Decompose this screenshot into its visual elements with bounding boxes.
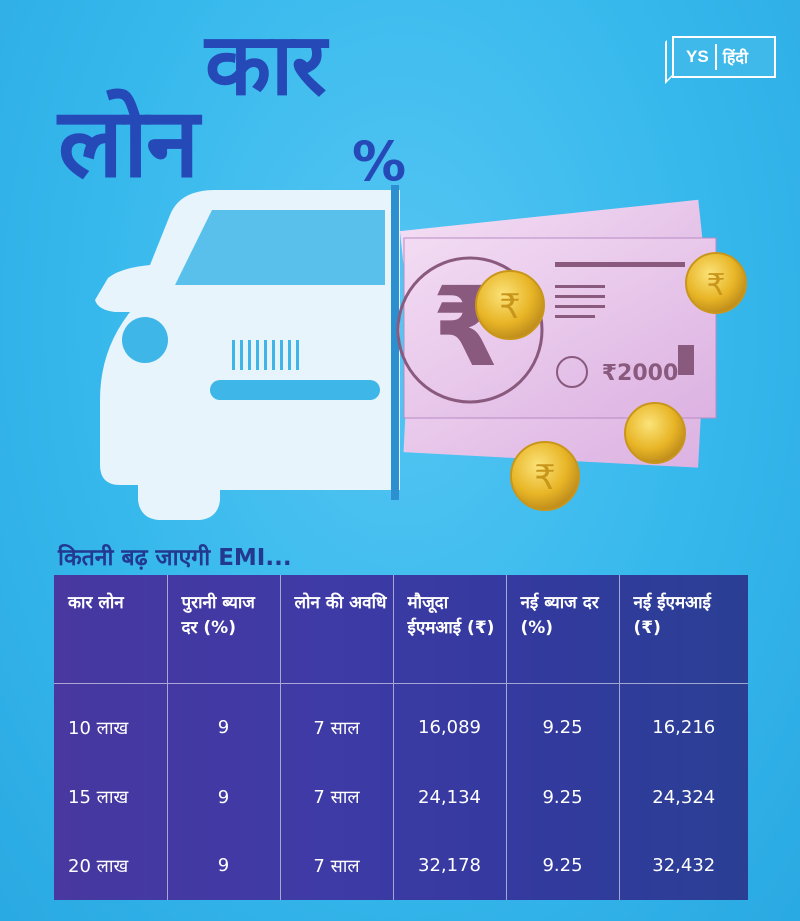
title-line1: कार xyxy=(205,15,326,115)
header-new-rate: नई ब्याज दर (%) xyxy=(505,575,619,683)
cell-loan: 10 लाख xyxy=(68,717,129,739)
coin-icon: ₹ xyxy=(510,441,580,511)
coin-icon: ₹ xyxy=(475,270,545,340)
table-row: 20 लाख 9 7 साल 32,178 9.25 32,432 xyxy=(54,831,748,900)
cell-tenure: 7 साल xyxy=(279,763,393,832)
cell-loan: 20 लाख xyxy=(68,855,129,877)
brand-logo: YS हिंदी xyxy=(672,36,776,78)
table-row: 15 लाख 9 7 साल 24,134 9.25 24,324 xyxy=(54,763,748,832)
cell-loan: 15 लाख xyxy=(68,787,129,809)
header-tenure: लोन की अवधि xyxy=(279,575,393,683)
cell-current-emi: 32,178 xyxy=(392,831,506,900)
subtitle: कितनी बढ़ जाएगी EMI... xyxy=(58,545,292,571)
svg-text:₹: ₹ xyxy=(499,287,521,327)
cell-new-emi: 16,216 xyxy=(618,683,748,764)
logo-ys: YS xyxy=(686,47,709,66)
logo-divider xyxy=(714,44,717,70)
cell-new-emi: 24,324 xyxy=(618,763,748,832)
cell-old-rate: 9 xyxy=(166,831,280,900)
svg-text:₹: ₹ xyxy=(534,458,556,498)
header-old-rate: पुरानी ब्याज दर (%) xyxy=(166,575,280,683)
emi-table: कार लोन पुरानी ब्याज दर (%) लोन की अवधि … xyxy=(54,575,748,900)
cell-new-rate: 9.25 xyxy=(505,763,619,832)
cell-current-emi: 16,089 xyxy=(392,683,506,764)
table-row: 10 लाख 9 7 साल 16,089 9.25 16,216 xyxy=(54,683,748,764)
header-current-emi: मौजूदा ईएमआई (₹) xyxy=(392,575,506,683)
cell-tenure: 7 साल xyxy=(279,683,393,764)
table-header-row: कार लोन पुरानी ब्याज दर (%) लोन की अवधि … xyxy=(54,575,748,683)
cell-old-rate: 9 xyxy=(166,763,280,832)
coin-icon: ₹ xyxy=(685,252,747,314)
cell-tenure: 7 साल xyxy=(279,831,393,900)
title-percent: % xyxy=(352,130,407,193)
cell-new-rate: 9.25 xyxy=(505,683,619,764)
cell-old-rate: 9 xyxy=(166,683,280,764)
cell-new-emi: 32,432 xyxy=(618,831,748,900)
cell-current-emi: 24,134 xyxy=(392,763,506,832)
svg-text:₹: ₹ xyxy=(706,268,725,303)
cell-new-rate: 9.25 xyxy=(505,831,619,900)
header-car-loan: कार लोन xyxy=(68,593,124,613)
car-icon xyxy=(95,185,400,520)
note-denomination: ₹2000 xyxy=(602,361,679,386)
header-new-emi: नई ईएमआई (₹) xyxy=(618,575,748,683)
coin-icon xyxy=(624,402,686,464)
title-line2: लोन xyxy=(58,87,199,199)
logo-hindi: हिंदी xyxy=(722,48,748,67)
